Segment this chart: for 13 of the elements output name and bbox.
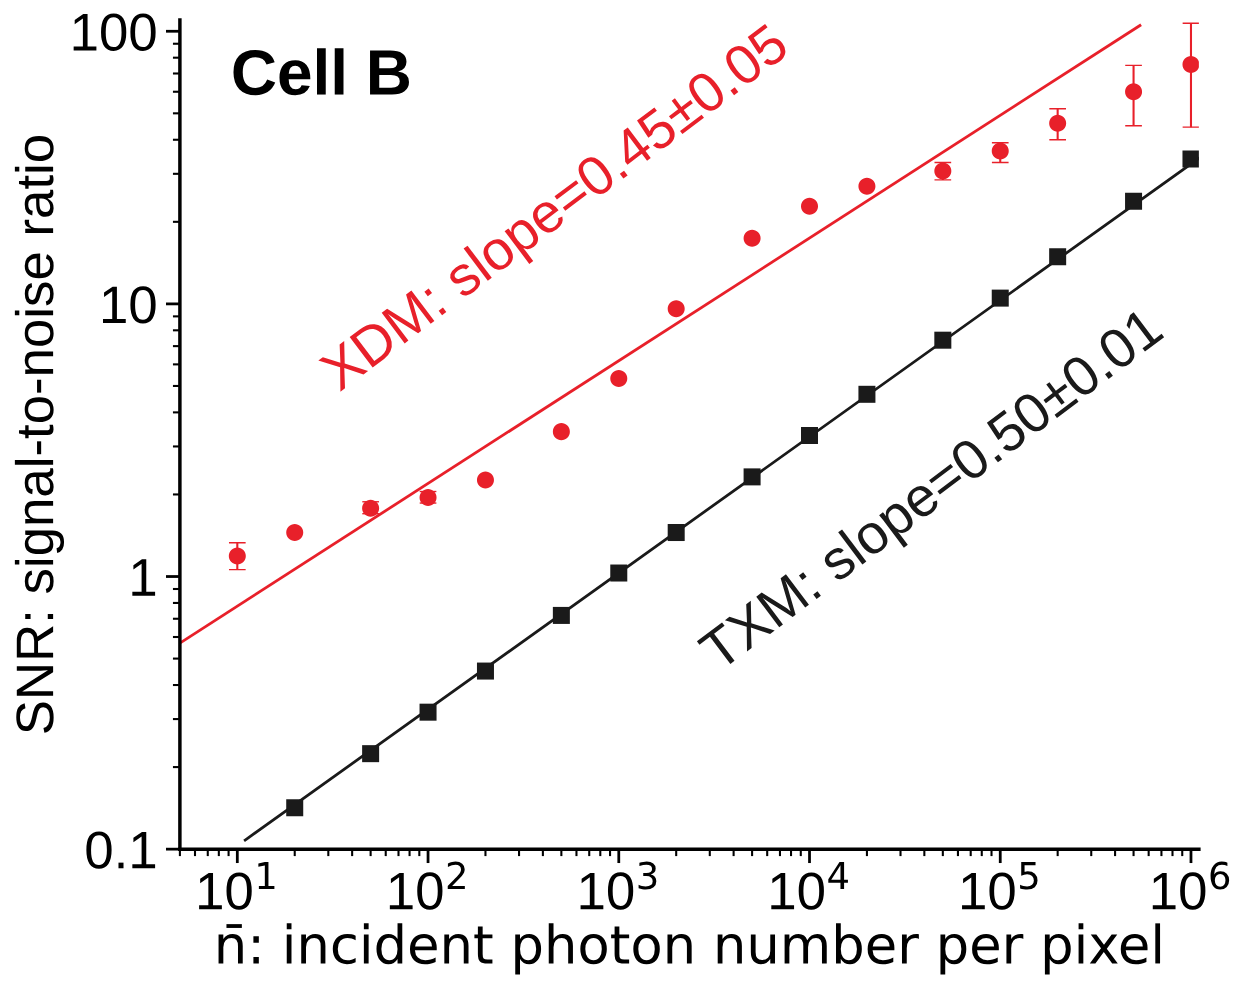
y-tick-label: 0.1 <box>86 831 156 869</box>
x-tick-label: 10$^{5}$ <box>962 862 1038 910</box>
y-tick-label: 10 <box>103 286 156 324</box>
x-tick-label: 10$^{2}$ <box>389 861 465 910</box>
x-axis-title: n̄: incident photon number per pixel <box>218 923 1161 975</box>
annotation: Cell B <box>233 48 409 96</box>
x-tick-label: 10$^{4}$ <box>771 862 848 910</box>
y-tick-label: 100 <box>73 13 156 51</box>
y-tick-label: 1 <box>132 559 156 596</box>
x-tick-label: 10$^{3}$ <box>580 861 657 910</box>
y-axis-title: SNR: signal-to-noise ratio <box>14 136 65 733</box>
x-tick-label: 10$^{6}$ <box>1152 861 1230 910</box>
x-tick-label: 10$^{1}$ <box>199 862 275 910</box>
